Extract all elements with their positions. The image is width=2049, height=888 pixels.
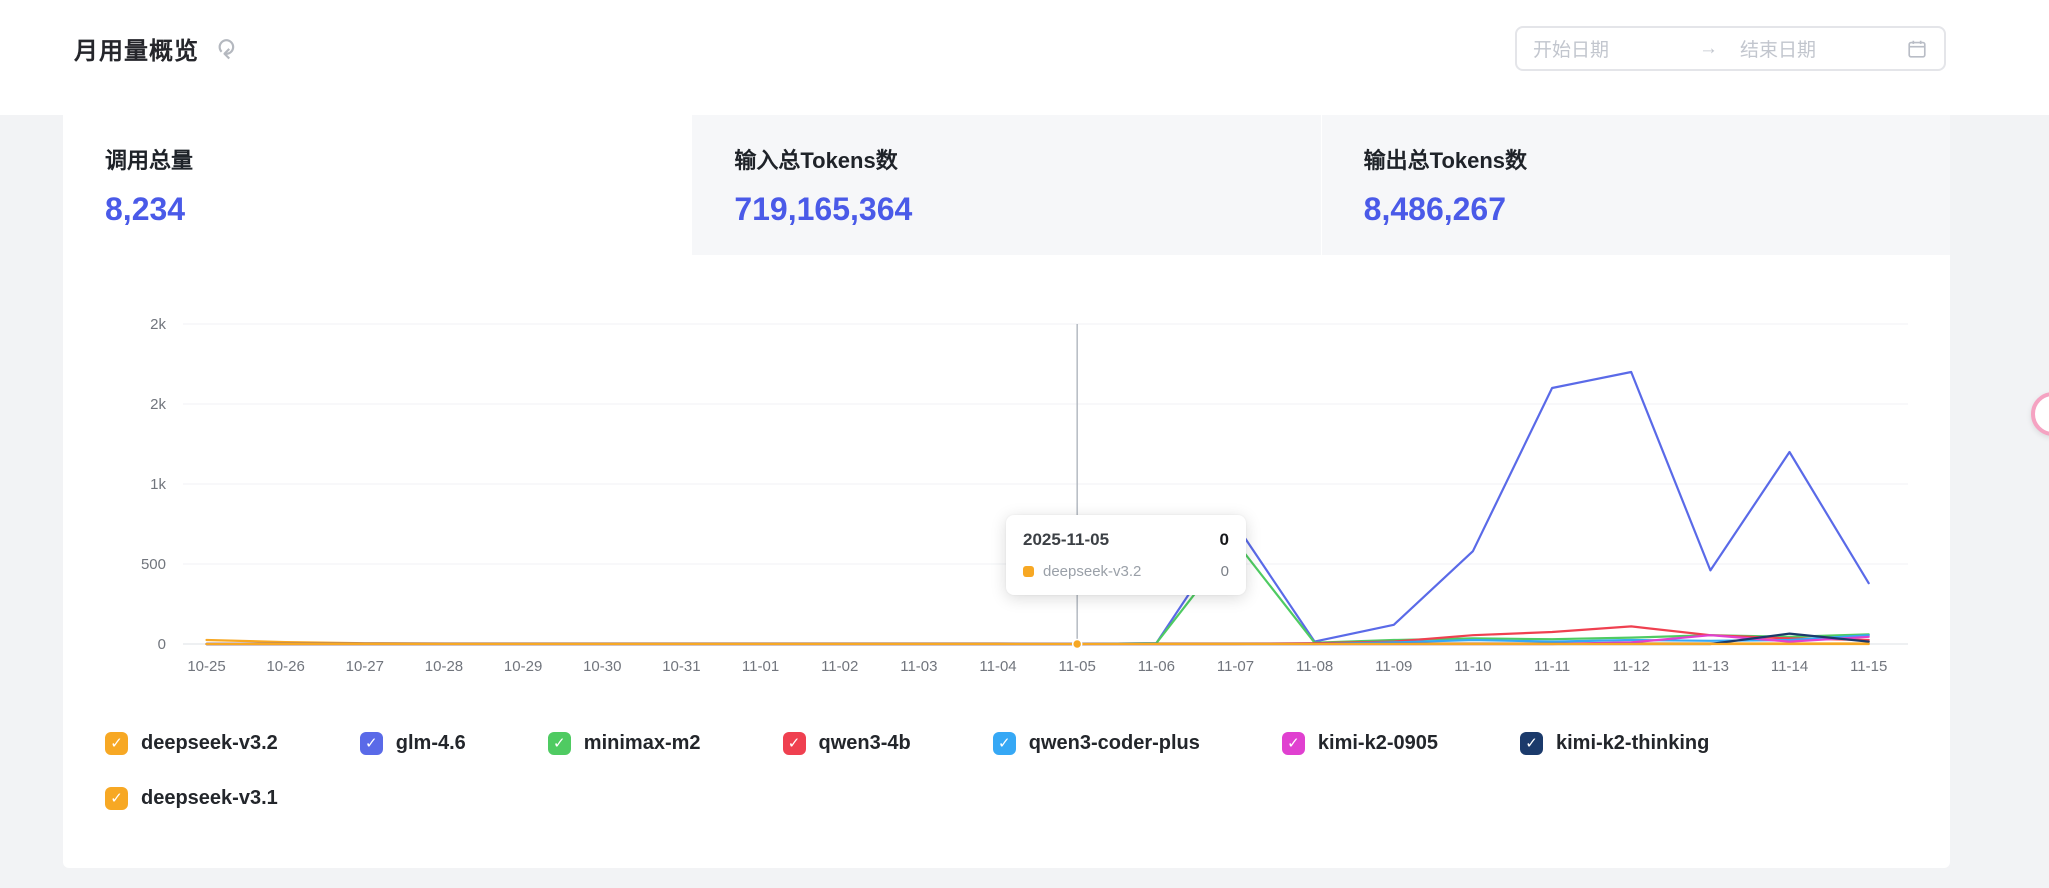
- tooltip-date: 2025-11-05: [1023, 530, 1110, 549]
- legend-item-deepseek-v3.1[interactable]: ✓ deepseek-v3.1: [105, 787, 278, 810]
- refresh-icon[interactable]: ⟳: [210, 37, 241, 60]
- legend-label: deepseek-v3.2: [141, 732, 278, 754]
- stats-tabs: 调用总量 8,234 输入总Tokens数 719,165,364 输出总Tokens数…: [63, 115, 1950, 255]
- arrow-right-icon: →: [1699, 37, 1718, 59]
- svg-text:11-13: 11-13: [1692, 658, 1729, 675]
- svg-text:10-25: 10-25: [187, 658, 225, 675]
- stat-label: 输入总Tokens数: [734, 148, 898, 173]
- tooltip-total-value: 0: [1219, 530, 1229, 549]
- checkbox-check-icon[interactable]: ✓: [1519, 732, 1543, 755]
- page-title-group: 月用量概览 ⟳: [74, 26, 241, 71]
- checkbox-check-icon[interactable]: ✓: [547, 732, 571, 755]
- stat-tab-0[interactable]: 调用总量 8,234: [63, 115, 692, 255]
- svg-text:10-28: 10-28: [425, 658, 463, 675]
- svg-text:2k: 2k: [150, 316, 166, 333]
- stat-label: 输出总Tokens数: [1363, 148, 1528, 173]
- legend-item-kimi-k2-thinking[interactable]: ✓ kimi-k2-thinking: [1519, 732, 1710, 755]
- series-marker-icon: [1023, 566, 1034, 577]
- stat-value: 8,234: [105, 191, 186, 227]
- svg-text:11-04: 11-04: [979, 658, 1016, 675]
- end-date-input[interactable]: 结束日期: [1740, 40, 1817, 61]
- legend-item-qwen3-coder-plus[interactable]: ✓ qwen3-coder-plus: [992, 732, 1200, 755]
- tooltip-series-row: deepseek-v3.2 0: [1023, 563, 1229, 580]
- legend-label: minimax-m2: [583, 732, 701, 754]
- svg-text:11-07: 11-07: [1217, 658, 1254, 675]
- svg-text:11-02: 11-02: [821, 658, 858, 675]
- tooltip-series-name: deepseek-v3.2: [1043, 563, 1142, 580]
- svg-text:10-29: 10-29: [504, 658, 542, 675]
- legend-item-minimax-m2[interactable]: ✓ minimax-m2: [547, 732, 701, 755]
- svg-text:11-12: 11-12: [1613, 658, 1650, 675]
- floating-widget[interactable]: [2031, 392, 2049, 436]
- svg-text:11-15: 11-15: [1850, 658, 1887, 675]
- checkbox-check-icon[interactable]: ✓: [359, 732, 383, 755]
- svg-text:11-08: 11-08: [1296, 658, 1333, 675]
- chart-tooltip: 2025-11-05 0 deepseek-v3.2 0: [1006, 515, 1246, 595]
- checkbox-check-icon[interactable]: ✓: [992, 732, 1016, 755]
- legend-item-kimi-k2-0905[interactable]: ✓ kimi-k2-0905: [1281, 732, 1438, 755]
- svg-text:2k: 2k: [150, 396, 166, 413]
- checkbox-check-icon[interactable]: ✓: [105, 732, 128, 755]
- stat-tab-2[interactable]: 输出总Tokens数 8,486,267: [1320, 115, 1950, 255]
- topbar: 月用量概览 ⟳ 开始日期 → 结束日期: [0, 0, 2049, 115]
- svg-text:1k: 1k: [150, 476, 166, 493]
- svg-text:10-26: 10-26: [266, 658, 304, 675]
- stat-value: 8,486,267: [1363, 191, 1507, 227]
- legend-label: qwen3-coder-plus: [1028, 732, 1200, 754]
- svg-text:11-14: 11-14: [1771, 658, 1808, 675]
- legend-label: kimi-k2-0905: [1317, 732, 1438, 754]
- start-date-input[interactable]: 开始日期: [1533, 40, 1610, 61]
- stat-label: 调用总量: [105, 148, 194, 173]
- svg-text:0: 0: [158, 636, 166, 653]
- svg-text:10-27: 10-27: [346, 658, 384, 675]
- legend-item-deepseek-v3.2[interactable]: ✓ deepseek-v3.2: [105, 732, 278, 755]
- svg-text:11-05: 11-05: [1059, 658, 1096, 675]
- svg-text:11-06: 11-06: [1138, 658, 1175, 675]
- stat-value: 719,165,364: [734, 191, 913, 227]
- svg-text:10-31: 10-31: [662, 658, 700, 675]
- legend-label: deepseek-v3.1: [141, 787, 278, 809]
- svg-text:11-11: 11-11: [1534, 658, 1570, 675]
- svg-text:11-03: 11-03: [900, 658, 937, 675]
- page-title: 月用量概览: [74, 38, 199, 65]
- tooltip-header: 2025-11-05 0: [1023, 530, 1229, 550]
- legend-label: qwen3-4b: [818, 732, 911, 754]
- calendar-icon: [1908, 40, 1926, 58]
- chart-legend: ✓ deepseek-v3.2 ✓ glm-4.6 ✓ minimax-m2 ✓ qwen3-…: [105, 732, 1905, 810]
- usage-overview-card: 调用总量 8,234 输入总Tokens数 719,165,364 输出总Tokens数…: [63, 115, 1950, 868]
- svg-text:11-10: 11-10: [1454, 658, 1491, 675]
- tooltip-series-value: 0: [1220, 563, 1229, 580]
- svg-text:10-30: 10-30: [583, 658, 621, 675]
- legend-item-glm-4.6[interactable]: ✓ glm-4.6: [359, 732, 466, 755]
- date-range-picker[interactable]: 开始日期 → 结束日期: [1515, 26, 1946, 71]
- checkbox-check-icon[interactable]: ✓: [105, 787, 128, 810]
- checkbox-check-icon[interactable]: ✓: [782, 732, 806, 755]
- legend-label: kimi-k2-thinking: [1555, 732, 1710, 754]
- legend-item-qwen3-4b[interactable]: ✓ qwen3-4b: [782, 732, 911, 755]
- stat-tab-1[interactable]: 输入总Tokens数 719,165,364: [691, 115, 1321, 255]
- checkbox-check-icon[interactable]: ✓: [1281, 732, 1305, 755]
- legend-label: glm-4.6: [395, 732, 466, 754]
- svg-text:500: 500: [141, 556, 166, 573]
- svg-text:11-01: 11-01: [742, 658, 779, 675]
- svg-text:11-09: 11-09: [1375, 658, 1412, 675]
